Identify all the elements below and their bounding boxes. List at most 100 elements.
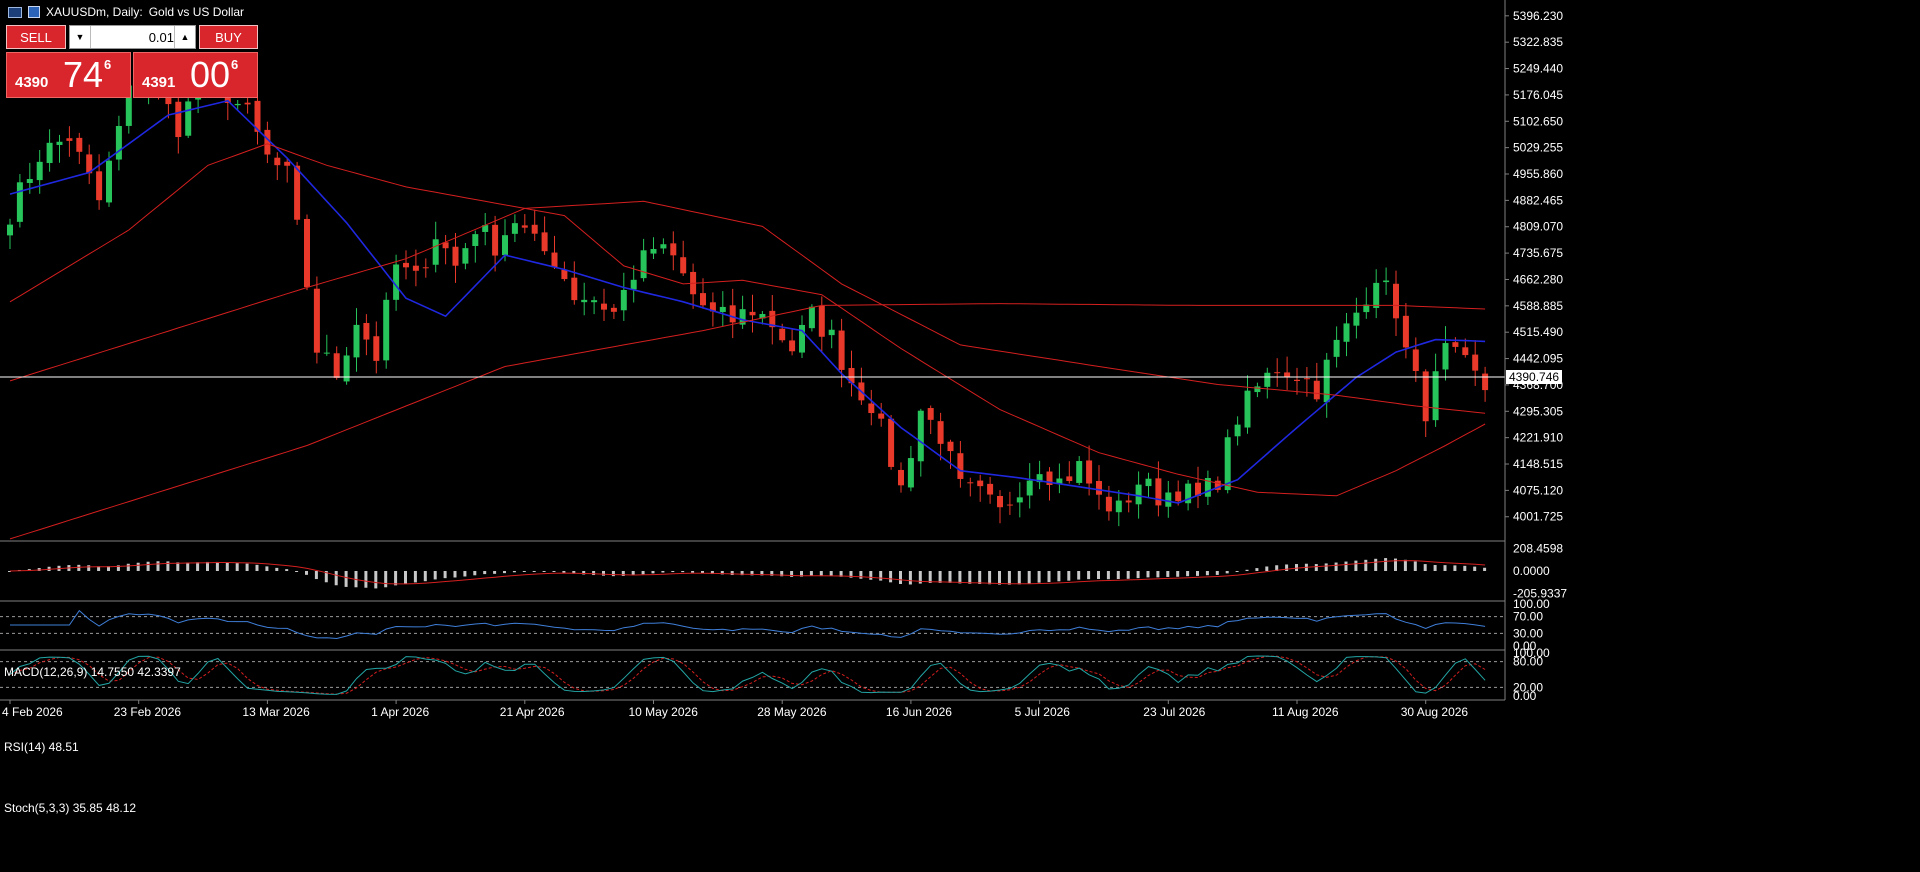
candle-up[interactable] <box>125 85 132 126</box>
candle-up[interactable] <box>1076 461 1083 483</box>
candle-up[interactable] <box>1026 480 1033 496</box>
candle-down[interactable] <box>76 137 83 152</box>
candle-up[interactable] <box>462 248 469 264</box>
candle-up[interactable] <box>1185 483 1192 504</box>
lot-decrease-icon[interactable]: ▼ <box>70 26 91 48</box>
candle-up[interactable] <box>56 141 63 145</box>
candle-down[interactable] <box>1155 478 1162 506</box>
candle-down[interactable] <box>779 328 786 341</box>
candle-down[interactable] <box>848 367 855 384</box>
lot-size-input[interactable] <box>92 28 174 46</box>
candle-down[interactable] <box>284 161 291 166</box>
candle-down[interactable] <box>1046 471 1053 485</box>
candle-down[interactable] <box>987 483 994 495</box>
candle-up[interactable] <box>482 225 489 232</box>
main-price-pane[interactable] <box>0 71 1505 540</box>
candle-up[interactable] <box>739 309 746 325</box>
candle-down[interactable] <box>888 418 895 467</box>
candle-up[interactable] <box>1442 343 1449 370</box>
candle-up[interactable] <box>799 324 805 353</box>
candle-up[interactable] <box>1056 478 1063 484</box>
candle-down[interactable] <box>1195 482 1201 496</box>
candle-down[interactable] <box>1214 480 1221 490</box>
candle-down[interactable] <box>769 310 776 328</box>
candle-down[interactable] <box>878 413 885 419</box>
candle-down[interactable] <box>86 154 93 174</box>
candle-up[interactable] <box>26 179 33 183</box>
candle-down[interactable] <box>492 224 499 256</box>
candle-down[interactable] <box>373 336 380 361</box>
candle-up[interactable] <box>660 244 667 249</box>
candle-up[interactable] <box>1234 424 1241 437</box>
candle-down[interactable] <box>947 441 954 452</box>
candle-up[interactable] <box>1224 437 1231 491</box>
moving-average-slowest[interactable] <box>9 303 1486 540</box>
candle-up[interactable] <box>640 250 647 279</box>
candle-down[interactable] <box>1402 315 1409 348</box>
candle-down[interactable] <box>1462 347 1469 356</box>
candle-up[interactable] <box>719 306 726 312</box>
candle-up[interactable] <box>16 182 23 222</box>
candle-up[interactable] <box>650 249 657 254</box>
candle-down[interactable] <box>1393 283 1399 319</box>
candle-down[interactable] <box>521 225 528 228</box>
candle-up[interactable] <box>1165 492 1172 507</box>
rsi-pane[interactable] <box>0 609 1505 640</box>
candle-down[interactable] <box>304 218 310 288</box>
candle-up[interactable] <box>1135 484 1142 505</box>
candle-down[interactable] <box>403 262 409 268</box>
moving-average-fast[interactable] <box>9 99 1486 504</box>
candle-up[interactable] <box>1343 323 1350 342</box>
candle-up[interactable] <box>115 125 122 160</box>
candle-down[interactable] <box>571 277 578 301</box>
candle-down[interactable] <box>244 102 251 105</box>
candle-down[interactable] <box>957 453 964 479</box>
candle-up[interactable] <box>1036 474 1043 483</box>
buy-price-box[interactable]: 4391 00 6 <box>133 52 258 98</box>
candle-up[interactable] <box>1333 339 1340 357</box>
candle-down[interactable] <box>541 232 548 252</box>
candle-down[interactable] <box>1313 380 1320 400</box>
candle-down[interactable] <box>313 288 320 353</box>
sell-button[interactable]: SELL <box>6 25 66 49</box>
buy-button[interactable]: BUY <box>199 25 258 49</box>
candle-down[interactable] <box>531 224 538 234</box>
candle-up[interactable] <box>1264 372 1271 387</box>
candle-down[interactable] <box>333 353 340 378</box>
moving-average-slow[interactable] <box>9 143 1486 497</box>
candle-down[interactable] <box>1096 480 1102 495</box>
candle-down[interactable] <box>1472 354 1479 371</box>
candle-down[interactable] <box>1086 460 1093 484</box>
candle-down[interactable] <box>1422 371 1429 422</box>
candle-down[interactable] <box>1006 504 1013 506</box>
candle-down[interactable] <box>610 307 617 312</box>
candle-up[interactable] <box>472 234 479 246</box>
candle-up[interactable] <box>1432 371 1439 421</box>
candle-down[interactable] <box>997 495 1003 508</box>
candle-up[interactable] <box>106 160 112 203</box>
candle-up[interactable] <box>1383 280 1390 283</box>
candle-up[interactable] <box>1244 390 1251 428</box>
candle-down[interactable] <box>680 257 687 274</box>
candle-down[interactable] <box>412 265 419 271</box>
candle-down[interactable] <box>1482 373 1489 391</box>
candle-down[interactable] <box>1066 476 1073 482</box>
candle-up[interactable] <box>917 410 924 462</box>
candle-down[interactable] <box>1294 379 1300 382</box>
candle-down[interactable] <box>700 293 706 306</box>
candle-down[interactable] <box>264 129 271 155</box>
candle-up[interactable] <box>808 306 815 329</box>
candle-up[interactable] <box>36 161 43 181</box>
candle-down[interactable] <box>670 243 677 256</box>
candle-up[interactable] <box>1145 478 1152 487</box>
candle-down[interactable] <box>729 305 736 323</box>
lot-increase-icon[interactable]: ▲ <box>174 26 195 48</box>
candle-down[interactable] <box>818 305 825 337</box>
candle-up[interactable] <box>432 239 439 265</box>
candle-down[interactable] <box>1125 500 1132 503</box>
candle-down[interactable] <box>898 469 904 486</box>
candle-down[interactable] <box>254 100 261 132</box>
candle-down[interactable] <box>1105 496 1112 512</box>
candle-up[interactable] <box>393 264 400 300</box>
